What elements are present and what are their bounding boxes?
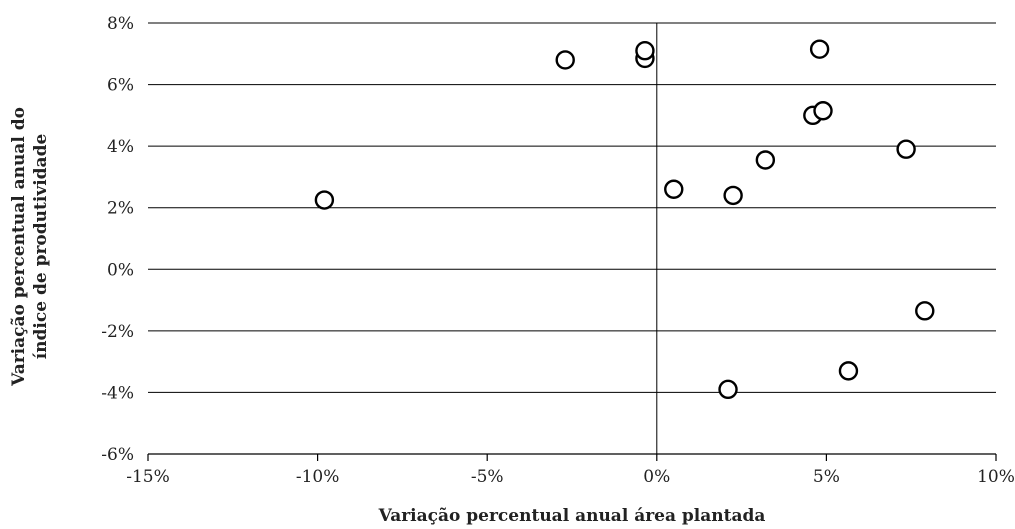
y-axis-title: Variação percentual anual do índice de pr… xyxy=(9,107,51,387)
y-axis-title-line: índice de produtividade xyxy=(31,134,51,360)
data-point xyxy=(555,50,575,70)
x-tick-label: -15% xyxy=(126,467,170,487)
data-point xyxy=(723,185,743,206)
x-tick-label: -5% xyxy=(471,467,504,487)
x-tick-labels: -15% -10% -5% 0% 5% 10% xyxy=(126,467,1015,487)
data-point xyxy=(635,41,655,61)
x-tick-label: 10% xyxy=(977,467,1015,487)
data-point xyxy=(314,190,335,210)
data-point xyxy=(809,39,830,59)
y-tick-labels: -6% -4% -2% 0% 2% 4% 6% 8% xyxy=(101,14,134,465)
x-tick-label: 5% xyxy=(813,467,840,487)
data-point xyxy=(915,301,935,321)
x-tick-label: 0% xyxy=(643,467,670,487)
y-tick-label: -6% xyxy=(101,445,134,465)
x-axis-title: Variação percentual anual área plantada xyxy=(378,506,766,526)
data-point xyxy=(896,139,916,159)
data-point xyxy=(755,150,776,170)
y-tick-label: 6% xyxy=(107,76,134,96)
data-point xyxy=(813,101,833,121)
data-points xyxy=(314,39,935,400)
y-tick-label: 0% xyxy=(107,260,134,280)
y-tick-label: 4% xyxy=(107,137,134,157)
y-tick-label: 8% xyxy=(107,14,134,34)
y-tick-label: 2% xyxy=(107,199,134,219)
x-tick-label: -10% xyxy=(296,467,340,487)
y-tick-label: -2% xyxy=(101,322,134,342)
axes xyxy=(147,23,997,461)
data-point xyxy=(718,379,738,400)
y-axis-title-line: Variação percentual anual do xyxy=(9,107,29,387)
grid-lines xyxy=(148,22,996,393)
y-tick-label: -4% xyxy=(101,383,134,403)
data-point xyxy=(664,179,684,199)
data-point xyxy=(838,361,859,381)
